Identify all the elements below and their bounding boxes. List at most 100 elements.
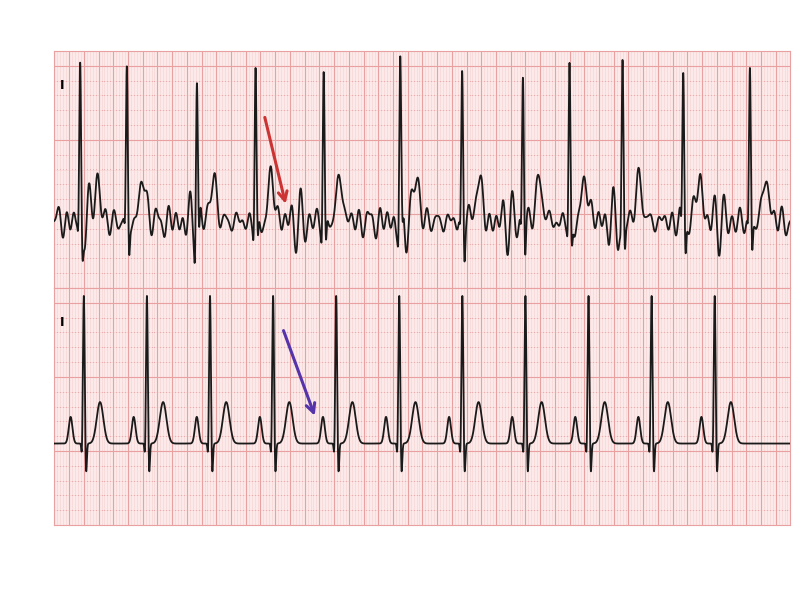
- Point: [766, 372, 779, 382]
- Point: [269, 505, 282, 515]
- Point: [642, 135, 655, 145]
- Point: [160, 372, 173, 382]
- Point: [266, 164, 278, 174]
- Point: [737, 372, 750, 382]
- Point: [101, 224, 114, 233]
- Point: [690, 343, 702, 352]
- Point: [90, 283, 102, 293]
- Point: [116, 254, 129, 263]
- Point: [693, 387, 706, 397]
- Point: [481, 343, 494, 352]
- Point: [169, 268, 182, 278]
- Point: [602, 76, 614, 85]
- Point: [213, 224, 226, 233]
- Point: [354, 298, 367, 308]
- Point: [174, 150, 187, 160]
- Point: [292, 313, 305, 322]
- Point: [195, 298, 208, 308]
- Point: [369, 46, 382, 56]
- Point: [598, 135, 611, 145]
- Point: [195, 120, 208, 130]
- Point: [607, 431, 620, 441]
- Point: [160, 461, 173, 470]
- Point: [404, 120, 417, 130]
- Point: [225, 283, 238, 293]
- Point: [174, 254, 187, 263]
- Point: [71, 164, 84, 174]
- Point: [313, 431, 326, 441]
- Point: [610, 209, 623, 219]
- Point: [369, 194, 382, 204]
- Point: [69, 505, 82, 515]
- Point: [502, 224, 514, 233]
- Point: [83, 164, 96, 174]
- Point: [654, 520, 667, 530]
- Point: [519, 179, 532, 189]
- Point: [319, 505, 332, 515]
- Point: [190, 209, 202, 219]
- Point: [118, 416, 131, 426]
- Point: [672, 476, 685, 485]
- Point: [222, 461, 234, 470]
- Point: [525, 476, 538, 485]
- Point: [504, 343, 517, 352]
- Point: [434, 135, 446, 145]
- Point: [614, 505, 626, 515]
- Point: [448, 298, 461, 308]
- Point: [610, 298, 623, 308]
- Point: [569, 106, 582, 115]
- Point: [218, 179, 231, 189]
- Point: [590, 46, 602, 56]
- Point: [62, 446, 75, 456]
- Point: [351, 491, 364, 500]
- Point: [666, 461, 679, 470]
- Point: [710, 313, 723, 322]
- Point: [463, 46, 476, 56]
- Point: [549, 254, 562, 263]
- Point: [310, 431, 323, 441]
- Point: [136, 61, 149, 71]
- Point: [402, 313, 414, 322]
- Point: [663, 106, 676, 115]
- Point: [710, 164, 723, 174]
- Point: [216, 239, 229, 248]
- Point: [493, 520, 506, 530]
- Point: [98, 61, 111, 71]
- Point: [413, 431, 426, 441]
- Point: [316, 61, 329, 71]
- Point: [74, 461, 87, 470]
- Point: [698, 387, 711, 397]
- Point: [254, 461, 267, 470]
- Point: [190, 313, 202, 322]
- Point: [698, 46, 711, 56]
- Point: [374, 357, 387, 367]
- Point: [725, 254, 738, 263]
- Point: [118, 268, 131, 278]
- Point: [439, 283, 452, 293]
- Point: [334, 298, 346, 308]
- Point: [122, 446, 134, 456]
- Point: [528, 431, 541, 441]
- Point: [251, 505, 264, 515]
- Point: [178, 135, 190, 145]
- Point: [398, 135, 411, 145]
- Point: [578, 135, 590, 145]
- Point: [654, 476, 667, 485]
- Point: [749, 416, 762, 426]
- Point: [290, 135, 302, 145]
- Point: [322, 164, 334, 174]
- Point: [678, 372, 691, 382]
- Point: [246, 91, 258, 100]
- Point: [442, 76, 455, 85]
- Point: [542, 461, 555, 470]
- Point: [463, 313, 476, 322]
- Point: [549, 91, 562, 100]
- Point: [127, 402, 140, 412]
- Point: [216, 194, 229, 204]
- Point: [672, 254, 685, 263]
- Point: [778, 387, 791, 397]
- Point: [675, 313, 688, 322]
- Point: [598, 372, 611, 382]
- Point: [510, 505, 523, 515]
- Point: [446, 194, 458, 204]
